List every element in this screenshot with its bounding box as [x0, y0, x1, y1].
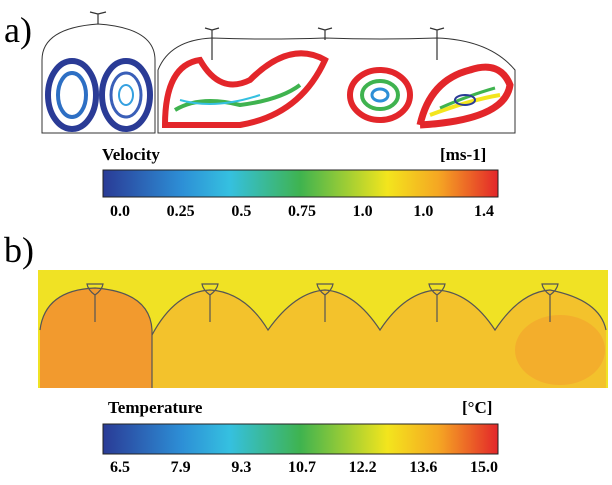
tick-label: 0.75 — [288, 203, 316, 220]
panel-label: a) — [4, 10, 32, 50]
velocity-field — [42, 12, 515, 133]
tick-label: 9.3 — [231, 459, 251, 476]
tick-labels: 6.5 7.9 9.3 10.7 12.2 13.6 15.0 — [110, 459, 498, 476]
tick-label: 1.0 — [413, 203, 433, 220]
tick-label: 1.0 — [353, 203, 373, 220]
tick-label: 6.5 — [110, 459, 130, 476]
colorbar-unit: [°C] — [462, 398, 492, 417]
tick-label: 0.25 — [167, 203, 195, 220]
temperature-field — [38, 270, 608, 388]
colorbar-title: Velocity — [102, 145, 160, 164]
tick-label: 15.0 — [470, 459, 498, 476]
colorbar-unit: [ms-1] — [440, 145, 486, 164]
tick-label: 10.7 — [288, 459, 316, 476]
panel-label: b) — [4, 230, 34, 270]
tick-label: 0.5 — [231, 203, 251, 220]
tick-label: 7.9 — [171, 459, 191, 476]
tick-label: 1.4 — [474, 203, 494, 220]
tick-labels: 0.0 0.25 0.5 0.75 1.0 1.0 1.4 — [110, 203, 494, 220]
colorbar-title: Temperature — [108, 398, 203, 417]
tick-label: 13.6 — [409, 459, 437, 476]
tick-label: 12.2 — [349, 459, 377, 476]
colorbar — [103, 170, 498, 197]
colorbar — [103, 424, 498, 454]
figure: a) Velocity [ms-1] 0.0 0.25 0.5 0.75 1.0 1.0 1… — [0, 0, 612, 485]
tick-label: 0.0 — [110, 203, 130, 220]
